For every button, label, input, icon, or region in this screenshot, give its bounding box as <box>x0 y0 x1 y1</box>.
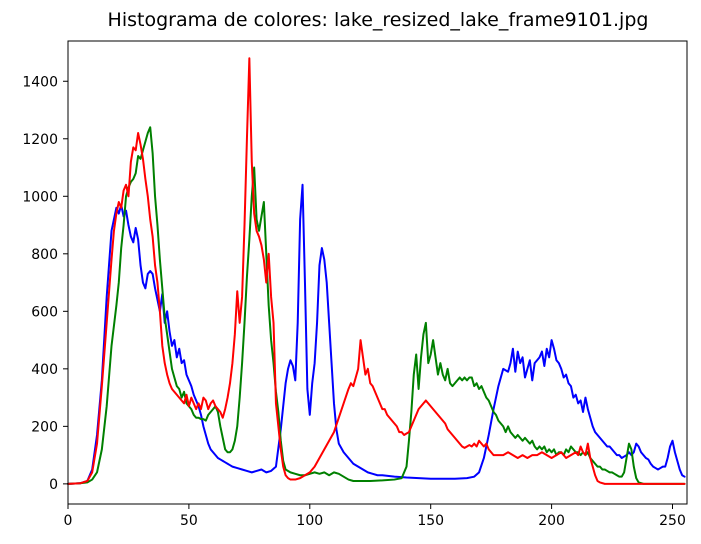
y-tick-label: 600 <box>31 304 58 320</box>
series-line-1 <box>67 126 686 485</box>
y-axis: 0 200 400 600 800 1000 1200 1400 <box>22 74 68 493</box>
y-tick-label: 1000 <box>22 189 58 205</box>
x-tick-label: 0 <box>64 513 73 529</box>
y-tick-label: 200 <box>31 419 58 435</box>
y-tick-label: 1400 <box>22 74 58 90</box>
y-tick-label: 0 <box>49 477 58 493</box>
plot-frame <box>67 40 688 505</box>
x-tick-label: 50 <box>180 513 198 529</box>
x-axis: 0 50 100 150 200 250 <box>64 504 686 529</box>
y-tick-label: 400 <box>31 362 58 378</box>
y-tick-label: 1200 <box>22 132 58 148</box>
x-tick-label: 250 <box>659 513 686 529</box>
series-line-2 <box>67 57 686 485</box>
y-tick-label: 800 <box>31 247 58 263</box>
series-layer <box>67 57 686 485</box>
x-tick-label: 150 <box>417 513 444 529</box>
chart-title: Histograma de colores: lake_resized_lake… <box>108 9 649 31</box>
x-tick-label: 200 <box>538 513 565 529</box>
series-line-0 <box>67 183 686 485</box>
x-tick-label: 100 <box>296 513 323 529</box>
